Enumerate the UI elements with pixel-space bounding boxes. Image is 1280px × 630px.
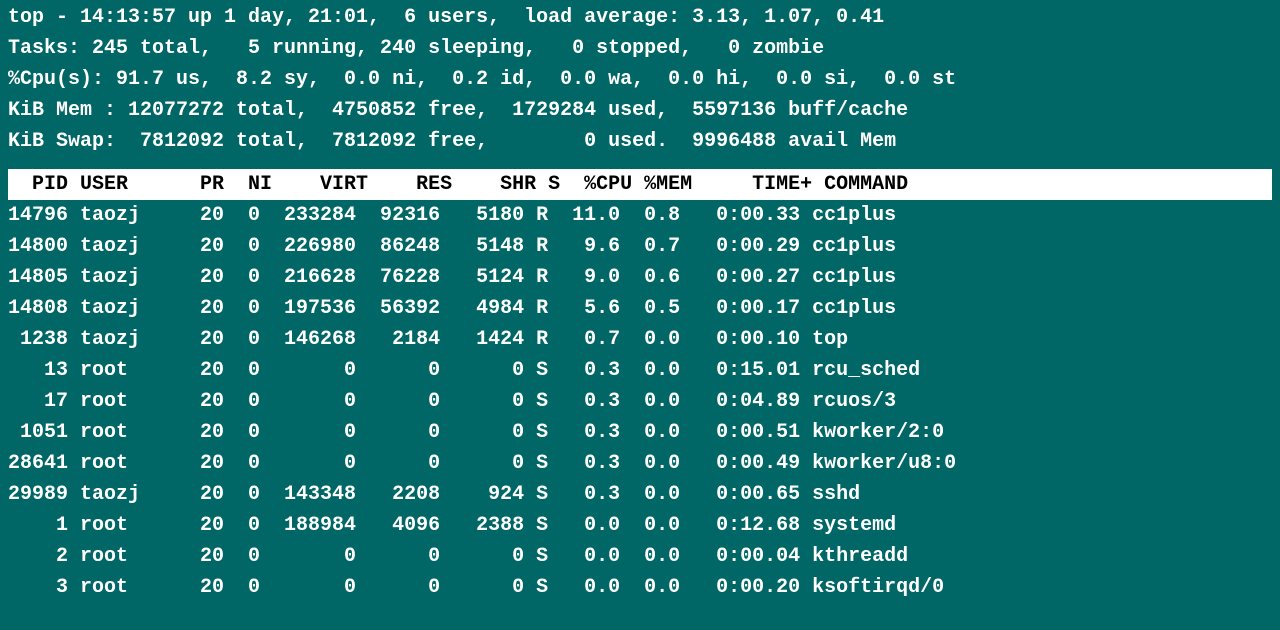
- process-row: 1 root 20 0 188984 4096 2388 S 0.0 0.0 0…: [8, 510, 1272, 541]
- summary-cpu: %Cpu(s): 91.7 us, 8.2 sy, 0.0 ni, 0.2 id…: [8, 64, 1272, 95]
- summary-uptime: top - 14:13:57 up 1 day, 21:01, 6 users,…: [8, 2, 1272, 33]
- process-row: 14805 taozj 20 0 216628 76228 5124 R 9.0…: [8, 262, 1272, 293]
- process-header: PID USER PR NI VIRT RES SHR S %CPU %MEM …: [8, 169, 1272, 200]
- process-list: 14796 taozj 20 0 233284 92316 5180 R 11.…: [8, 200, 1272, 603]
- process-row: 17 root 20 0 0 0 0 S 0.3 0.0 0:04.89 rcu…: [8, 386, 1272, 417]
- summary-swap: KiB Swap: 7812092 total, 7812092 free, 0…: [8, 126, 1272, 157]
- process-row: 14808 taozj 20 0 197536 56392 4984 R 5.6…: [8, 293, 1272, 324]
- process-row: 1051 root 20 0 0 0 0 S 0.3 0.0 0:00.51 k…: [8, 417, 1272, 448]
- process-row: 13 root 20 0 0 0 0 S 0.3 0.0 0:15.01 rcu…: [8, 355, 1272, 386]
- process-row: 1238 taozj 20 0 146268 2184 1424 R 0.7 0…: [8, 324, 1272, 355]
- summary-tasks: Tasks: 245 total, 5 running, 240 sleepin…: [8, 33, 1272, 64]
- summary-mem: KiB Mem : 12077272 total, 4750852 free, …: [8, 95, 1272, 126]
- process-row: 14796 taozj 20 0 233284 92316 5180 R 11.…: [8, 200, 1272, 231]
- process-row: 28641 root 20 0 0 0 0 S 0.3 0.0 0:00.49 …: [8, 448, 1272, 479]
- process-row: 3 root 20 0 0 0 0 S 0.0 0.0 0:00.20 ksof…: [8, 572, 1272, 603]
- top-terminal: top - 14:13:57 up 1 day, 21:01, 6 users,…: [8, 2, 1272, 603]
- process-row: 2 root 20 0 0 0 0 S 0.0 0.0 0:00.04 kthr…: [8, 541, 1272, 572]
- process-row: 14800 taozj 20 0 226980 86248 5148 R 9.6…: [8, 231, 1272, 262]
- process-row: 29989 taozj 20 0 143348 2208 924 S 0.3 0…: [8, 479, 1272, 510]
